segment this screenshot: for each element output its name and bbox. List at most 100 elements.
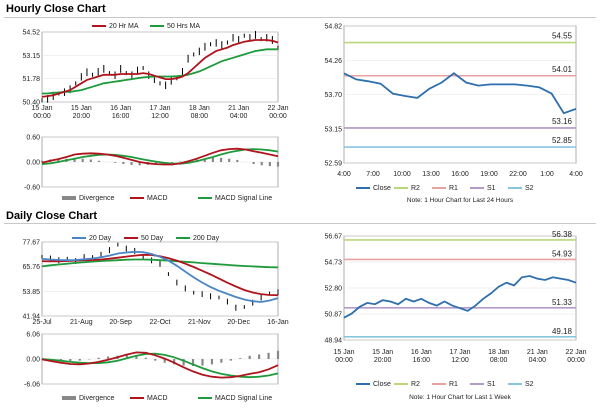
chart-note: Note: 1 Hour Chart for Last 1 Week [409,394,512,401]
pivot-level-label: 53.16 [552,117,573,126]
legend-label: MACD [147,395,168,402]
ma-200-line [41,258,279,269]
x-tick-label: 10:00 [393,171,411,178]
legend-label: 20 Hr MA [109,23,139,30]
legend-swatch [62,196,76,200]
x-tick-label: 21-Aug [70,319,93,326]
x-tick-label: 22 Jan 00:00 [565,349,586,364]
y-tick-label: 41.94 [22,314,40,321]
pivot-level-label: 49.18 [552,327,573,336]
x-tick-label: 16:00 [451,171,469,178]
x-tick-label: 15 Jan 00:00 [31,105,52,120]
pivot-level-label: 52.85 [552,136,573,145]
y-tick-label: 50.87 [324,312,342,319]
y-tick-label: 0.60 [26,135,40,142]
legend-label: 50 Day [141,235,164,242]
hourly-title-rule [4,17,596,18]
legend-label: Divergence [79,395,115,402]
x-tick-label: 15 Jan 20:00 [372,349,393,364]
y-tick-label: 54.82 [324,24,342,31]
chart-note: Note: 1 Hour Chart for Last 24 Hours [407,197,514,204]
x-tick-label: 18 Jan 08:00 [488,349,509,364]
pivot-level-label: 54.93 [552,249,573,258]
legend-swatch [62,396,76,400]
x-tick-label: 19:00 [480,171,498,178]
x-tick-label: 20-Sep [109,319,132,326]
y-tick-label: 56.67 [324,234,342,241]
signal-line [41,148,279,165]
x-tick-label: 20-Dec [227,319,250,326]
x-tick-label: 17 Jan 12:00 [449,349,470,364]
x-tick-label: 13:00 [422,171,440,178]
y-tick-label: 52.80 [324,286,342,293]
y-tick-label: 54.73 [324,260,342,267]
x-tick-label: 18 Jan 08:00 [189,105,210,120]
x-tick-label: 21-Nov [188,319,211,326]
x-tick-label: 21 Jan 04:00 [228,105,249,120]
x-tick-label: 16 Jan 16:00 [110,105,131,120]
y-tick-label: 6.06 [26,332,40,339]
macd-line [41,351,279,379]
legend-label: R2 [411,381,420,388]
legend-label: S2 [525,185,534,192]
y-tick-label: 50.40 [22,100,40,107]
legend-label: MACD [147,195,168,202]
y-tick-label: 54.26 [324,58,342,65]
y-tick-label: -0.60 [24,185,40,192]
y-tick-label: 0.00 [26,160,40,167]
y-tick-label: 53.15 [324,126,342,133]
y-tick-label: 53.15 [22,53,40,60]
y-tick-label: 77.67 [22,240,40,247]
pivot-level-label: 56.38 [552,230,573,239]
y-tick-label: 53.70 [324,92,342,99]
legend-label: S1 [487,185,496,192]
legend-label: R1 [449,185,458,192]
ma-20-line [41,39,279,98]
legend-label: Close [373,185,391,192]
legend-label: MACD Signal Line [215,395,272,402]
close-line [343,72,577,115]
x-tick-label: 4:00 [569,171,583,178]
ma-20-line [41,250,279,303]
y-tick-label: 54.52 [22,30,40,37]
x-tick-label: 22 Jan 00:00 [267,105,288,120]
x-tick-label: 22-Oct [149,319,170,326]
x-tick-label: 1:00 [540,171,554,178]
y-tick-label: 0.00 [26,357,40,364]
x-tick-label: 16-Jan [267,319,289,326]
legend-label: Close [373,381,391,388]
pivot-level-label: 54.55 [552,32,573,41]
x-tick-label: 15 Jan 00:00 [333,349,354,364]
y-tick-label: 51.78 [22,76,40,83]
y-tick-label: 65.76 [22,264,40,271]
x-tick-label: 25-Jul [32,319,52,326]
legend-label: 50 Hrs MA [167,23,200,30]
macd-line [41,147,279,166]
legend-label: MACD Signal Line [215,195,272,202]
legend-label: R1 [449,381,458,388]
legend-label: Divergence [79,195,115,202]
y-tick-label: 52.59 [324,161,342,168]
legend-label: S1 [487,381,496,388]
x-tick-label: 17 Jan 12:00 [149,105,170,120]
x-tick-label: 7:00 [366,171,380,178]
x-tick-label: 15 Jan 20:00 [71,105,92,120]
y-tick-label: 48.94 [324,338,342,345]
pivot-level-label: 51.33 [552,298,573,307]
x-tick-label: 22:00 [509,171,527,178]
close-line [343,275,577,319]
daily-section-title: Daily Close Chart [6,210,98,222]
legend-label: S2 [525,381,534,388]
y-tick-label: 53.85 [22,289,40,296]
pivot-level-label: 54.01 [552,65,573,74]
x-tick-label: 4:00 [337,171,351,178]
y-tick-label: -6.06 [24,382,40,389]
legend-label: R2 [411,185,420,192]
legend-label: 20 Day [89,235,112,242]
